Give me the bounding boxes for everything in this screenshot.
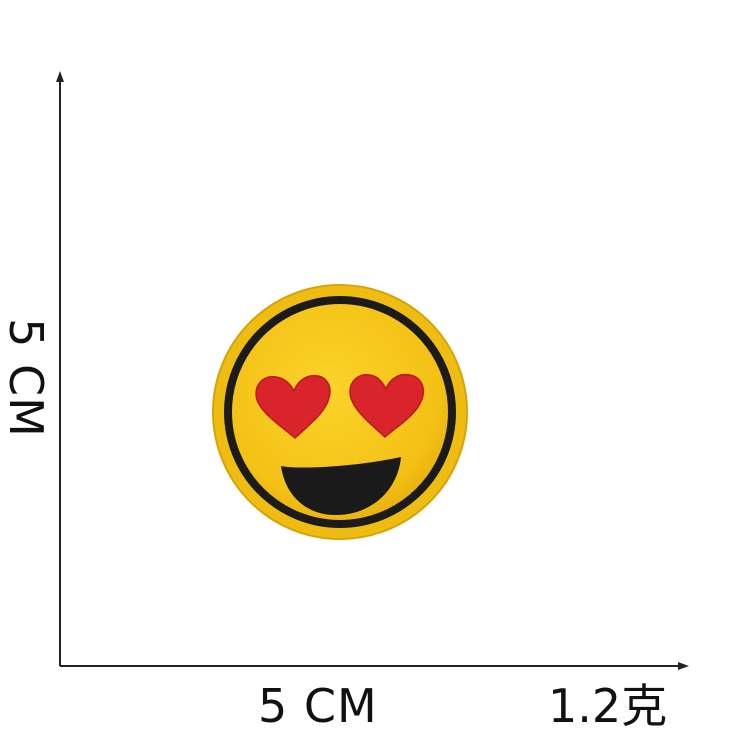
horizontal-axis-arrow xyxy=(678,662,689,670)
measurement-axes xyxy=(56,71,689,670)
right-heart-eye xyxy=(349,373,425,439)
width-dimension-label: 5 CM xyxy=(258,679,378,733)
height-dimension-label: 5 CM xyxy=(0,318,53,438)
weight-label: 1.2克 xyxy=(548,679,668,733)
left-heart-eye xyxy=(255,374,331,440)
vertical-axis-arrow xyxy=(56,71,64,82)
heart-eyes-smiley-icon xyxy=(212,284,468,540)
smile-mouth xyxy=(281,457,401,516)
